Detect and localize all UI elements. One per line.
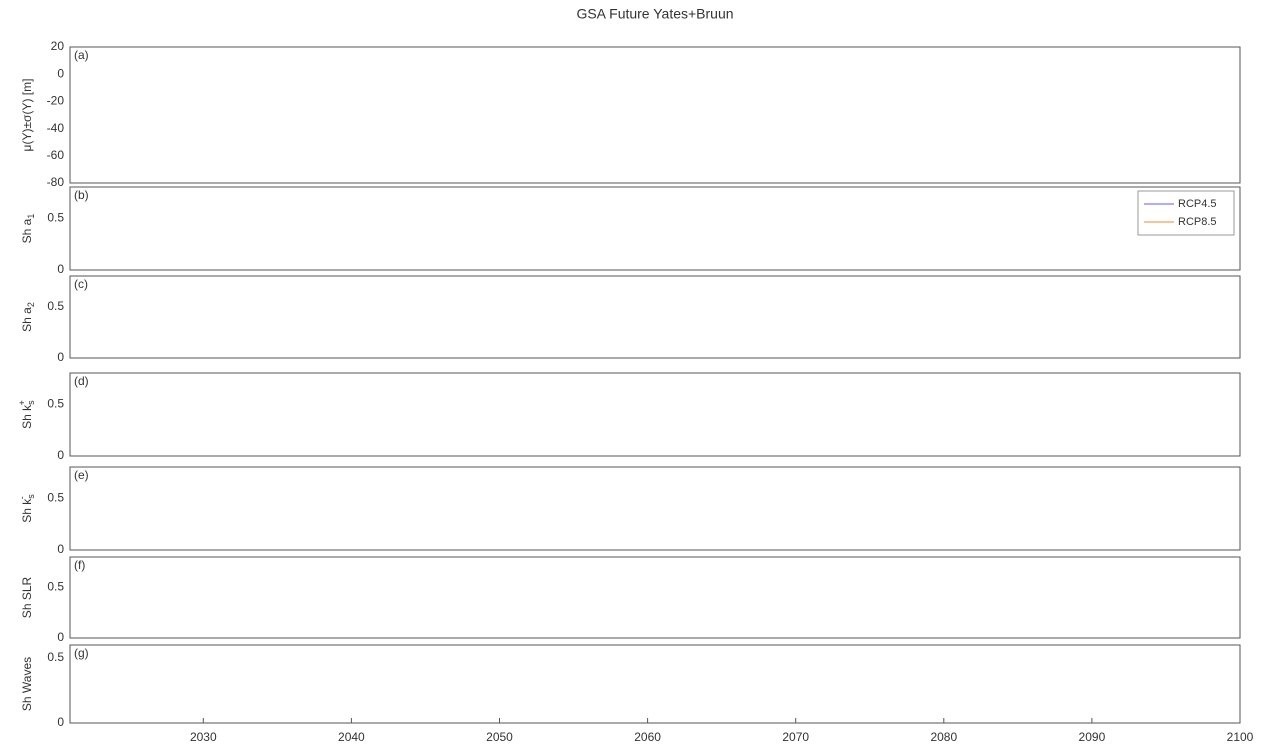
y-tick-label: 0 bbox=[57, 262, 64, 276]
panel-label: (e) bbox=[74, 468, 89, 482]
y-axis-label-main: Sh k bbox=[20, 498, 34, 523]
legend-label: RCP8.5 bbox=[1178, 216, 1217, 228]
chart-title: GSA Future Yates+Bruun bbox=[576, 6, 733, 22]
plot-frame bbox=[69, 644, 1241, 724]
y-tick-label: 0.5 bbox=[47, 490, 64, 504]
plot-frame bbox=[69, 556, 1241, 639]
x-tick-label: 2100 bbox=[1227, 730, 1254, 744]
plot-frame bbox=[69, 275, 1241, 359]
x-tick-label: 2080 bbox=[930, 730, 957, 744]
y-tick-label: 0 bbox=[57, 715, 64, 729]
panel-label: (c) bbox=[74, 277, 88, 291]
panel-label: (d) bbox=[74, 374, 89, 388]
panel-label: (b) bbox=[74, 188, 89, 202]
y-tick-label: 0.5 bbox=[47, 299, 64, 313]
y-axis-label-sub: s bbox=[26, 400, 36, 405]
y-axis-label: Sh ks+ bbox=[17, 400, 36, 429]
y-axis-label: Sh ks- bbox=[17, 494, 36, 523]
y-axis-label-sub: 2 bbox=[26, 302, 36, 307]
y-axis-label: Sh SLR bbox=[20, 576, 34, 618]
panel-label: (g) bbox=[74, 646, 89, 660]
y-tick-label: 0.5 bbox=[47, 650, 64, 664]
y-axis-label-sup: - bbox=[17, 496, 27, 499]
panel-label: (f) bbox=[74, 558, 85, 572]
y-tick-label: 0.5 bbox=[47, 580, 64, 594]
y-axis-label-sup: + bbox=[17, 400, 27, 405]
y-axis-label: Sh a1 bbox=[20, 214, 36, 244]
y-tick-label: 20 bbox=[51, 39, 65, 53]
x-tick-label: 2030 bbox=[190, 730, 217, 744]
x-tick-label: 2060 bbox=[634, 730, 661, 744]
x-tick-label: 2040 bbox=[338, 730, 365, 744]
x-tick-label: 2050 bbox=[486, 730, 513, 744]
y-tick-label: 0 bbox=[57, 66, 64, 80]
plot-frame bbox=[69, 186, 1241, 271]
y-axis-label: μ(Y)±σ(Y) [m] bbox=[20, 79, 34, 152]
y-axis-label-main: μ(Y)±σ(Y) [m] bbox=[20, 79, 34, 152]
x-tick-label: 2090 bbox=[1079, 730, 1106, 744]
y-tick-label: 0 bbox=[57, 448, 64, 462]
y-tick-label: -40 bbox=[47, 121, 65, 135]
y-axis-label-main: Sh k bbox=[20, 404, 34, 429]
y-tick-label: 0.5 bbox=[47, 210, 64, 224]
y-tick-label: 0 bbox=[57, 542, 64, 556]
y-axis-label: Sh a2 bbox=[20, 302, 36, 332]
y-tick-label: 0 bbox=[57, 630, 64, 644]
panel-label: (a) bbox=[74, 48, 89, 62]
plot-frame bbox=[69, 372, 1241, 457]
y-axis-label-sub: 1 bbox=[26, 214, 36, 219]
y-axis-label-main: Sh a bbox=[20, 218, 34, 243]
plot-frame bbox=[69, 466, 1241, 551]
y-tick-label: -20 bbox=[47, 94, 65, 108]
legend-box bbox=[1137, 190, 1235, 236]
legend-label: RCP4.5 bbox=[1178, 198, 1217, 210]
y-axis-label-sub: s bbox=[26, 494, 36, 499]
y-axis-label: Sh Waves bbox=[20, 657, 34, 711]
y-axis-label-main: Sh Waves bbox=[20, 657, 34, 711]
y-tick-label: -80 bbox=[47, 175, 65, 189]
y-axis-label-main: Sh a bbox=[20, 307, 34, 332]
y-tick-label: 0.5 bbox=[47, 396, 64, 410]
y-tick-label: -60 bbox=[47, 148, 65, 162]
x-tick-label: 2070 bbox=[782, 730, 809, 744]
plot-frame bbox=[69, 46, 1241, 184]
y-axis-label-main: Sh SLR bbox=[20, 576, 34, 618]
y-tick-label: 0 bbox=[57, 350, 64, 364]
